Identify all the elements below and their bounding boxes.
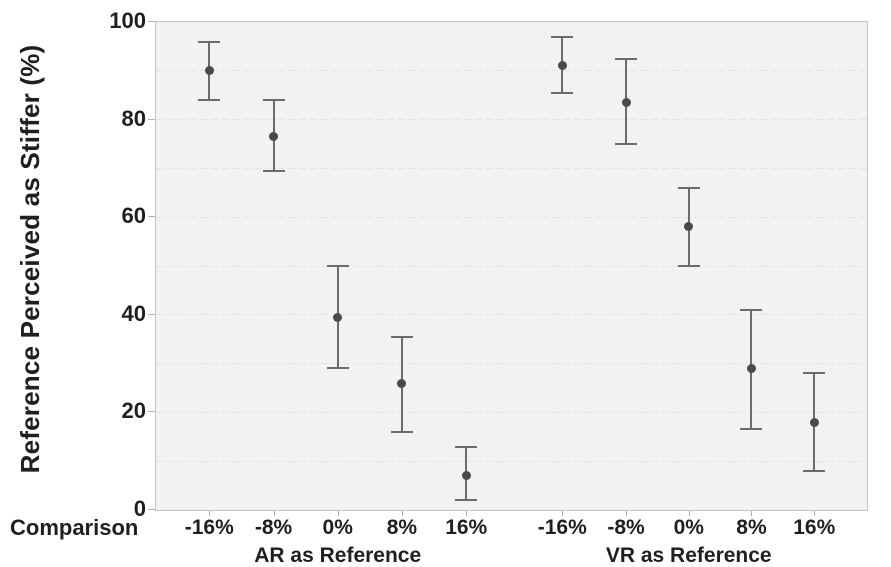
point-marker: [621, 98, 631, 108]
x-tick-label: -8%: [254, 516, 293, 539]
error-bar-cap-bottom: [740, 428, 763, 431]
gridline: [156, 70, 867, 72]
gridline: [156, 119, 867, 121]
x-tick-mark: [273, 511, 275, 516]
x-tick-mark: [688, 511, 690, 516]
error-bar-cap-top: [740, 308, 763, 311]
gridline: [156, 411, 867, 413]
error-bar-cap-bottom: [390, 430, 413, 433]
error-bar-cap-bottom: [262, 169, 285, 172]
group-label: VR as Reference: [605, 544, 772, 567]
y-tick-label: 20: [121, 398, 146, 424]
gridline: [156, 167, 867, 169]
point-marker: [746, 363, 756, 373]
error-bar-cap-bottom: [551, 91, 574, 94]
plot-area: [155, 21, 868, 511]
x-tick-mark: [209, 511, 211, 516]
error-bar-cap-bottom: [326, 367, 349, 370]
y-tick-label: 80: [121, 105, 146, 131]
error-bar-cap-bottom: [455, 499, 478, 502]
gridline: [156, 265, 867, 267]
group-label: AR as Reference: [254, 544, 422, 567]
x-tick-mark: [337, 511, 339, 516]
error-bar-cap-bottom: [677, 265, 700, 267]
point-marker: [269, 132, 279, 142]
y-tick-label: 60: [121, 203, 146, 229]
x-axis-title-comparison: Comparison: [10, 515, 139, 540]
x-tick-mark: [466, 511, 468, 516]
y-tick-label: 40: [121, 300, 146, 326]
error-bar-cap-top: [455, 445, 478, 448]
x-tick-mark: [626, 511, 628, 516]
y-tick-mark: [148, 509, 155, 510]
x-tick-label: 16%: [445, 516, 488, 539]
x-tick-label: -8%: [607, 516, 645, 539]
y-tick-label: 100: [109, 8, 146, 33]
gridline: [156, 216, 867, 218]
point-marker: [204, 66, 214, 76]
error-bar-cap-top: [803, 372, 826, 375]
error-bar-cap-bottom: [198, 99, 221, 102]
error-bar-cap-top: [198, 40, 221, 43]
point-marker: [684, 222, 694, 232]
point-marker: [397, 378, 407, 388]
point-marker: [809, 417, 819, 427]
y-tick-mark: [148, 21, 155, 22]
x-tick-label: 8%: [736, 516, 767, 539]
gridline: [156, 363, 867, 365]
error-bar-cap-top: [390, 335, 413, 338]
x-tick-mark: [562, 511, 564, 516]
error-bar-cap-top: [615, 57, 638, 60]
error-bar-cap-top: [326, 265, 349, 267]
y-tick-mark: [148, 216, 155, 218]
y-tick-mark: [148, 118, 155, 120]
error-bar-cap-top: [677, 186, 700, 189]
y-tick-mark: [148, 313, 155, 315]
x-tick-label: 0%: [322, 516, 353, 539]
x-tick-mark: [814, 511, 816, 516]
x-tick-label: 8%: [386, 516, 418, 539]
point-marker: [333, 312, 343, 322]
error-bar-cap-top: [262, 99, 285, 102]
error-bar-cap-bottom: [803, 469, 826, 472]
error-bar-cap-bottom: [615, 143, 638, 145]
error-bar-cap-top: [551, 35, 574, 38]
point-marker: [557, 61, 567, 71]
x-tick-label: -16%: [184, 516, 234, 539]
x-tick-label: 16%: [793, 516, 836, 539]
x-tick-label: -16%: [537, 516, 587, 539]
point-marker: [461, 471, 471, 481]
x-tick-mark: [401, 511, 403, 516]
x-tick-label: 0%: [673, 516, 704, 539]
gridline: [156, 460, 867, 462]
y-tick-label: 0: [133, 496, 146, 521]
y-axis-title: Reference Perceived as Stiffer (%): [15, 44, 45, 474]
y-tick-mark: [148, 411, 155, 413]
x-tick-mark: [751, 511, 753, 516]
gridline: [156, 314, 867, 316]
